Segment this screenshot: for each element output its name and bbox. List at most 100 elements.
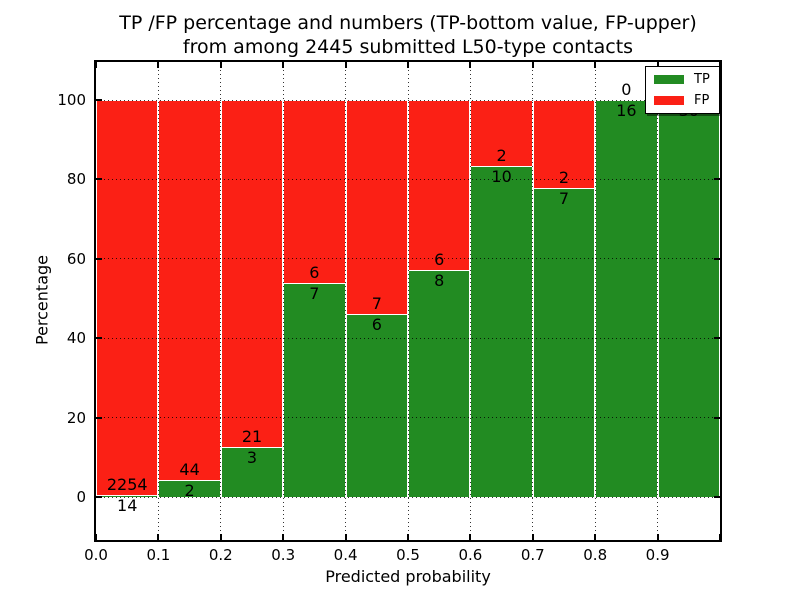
tp-count-label: 10 — [491, 167, 512, 187]
x-tick-label: 0.8 — [583, 546, 608, 564]
chart-title: TP /FP percentage and numbers (TP-bottom… — [48, 11, 768, 59]
gridline-vertical — [157, 62, 159, 540]
gridline-vertical — [469, 62, 471, 540]
y-tick-mark — [96, 257, 102, 260]
bar-column — [220, 100, 284, 497]
x-tick-mark — [531, 534, 534, 540]
bar-column — [657, 100, 720, 497]
gridline-vertical — [657, 62, 659, 540]
x-tick-mark-top — [531, 62, 534, 68]
gridline-horizontal — [96, 99, 720, 101]
bar-column — [470, 100, 533, 497]
x-tick-mark — [95, 534, 97, 540]
x-tick-mark — [344, 534, 347, 540]
tp-count-label: 14 — [117, 495, 138, 515]
x-tick-mark — [594, 534, 597, 540]
x-tick-mark — [656, 534, 659, 540]
tp-count-label: 8 — [434, 271, 445, 291]
x-tick-mark-top — [219, 62, 222, 68]
fp-count-label: 2 — [496, 146, 507, 166]
x-tick-label: 0.2 — [208, 546, 233, 564]
x-tick-mark — [282, 534, 285, 540]
bar-tp-segment — [159, 479, 220, 497]
tp-count-label: 6 — [371, 314, 382, 334]
y-tick-mark — [96, 99, 102, 101]
x-tick-mark-top — [594, 62, 597, 68]
gridline-horizontal — [96, 178, 720, 180]
legend-label-fp: FP — [694, 93, 710, 108]
bar-fp-segment — [471, 100, 532, 167]
x-tick-mark-top — [282, 62, 285, 68]
bar-tp-segment — [346, 313, 407, 497]
y-tick-label: 40 — [66, 329, 86, 348]
y-tick-mark-right — [714, 337, 720, 340]
x-tick-label: 0.0 — [84, 546, 108, 564]
y-tick-label: 80 — [66, 170, 86, 189]
bar-fp-segment — [97, 100, 158, 495]
gridline-horizontal — [96, 258, 720, 260]
y-tick-label: 60 — [66, 249, 86, 268]
x-tick-label: 0.4 — [333, 546, 358, 564]
fp-count-label: 21 — [241, 427, 263, 447]
gridline-horizontal — [96, 417, 720, 419]
x-tick-mark-top — [407, 62, 409, 68]
chart-title-line2: from among 2445 submitted L50-type conta… — [182, 36, 634, 58]
x-tick-mark-top — [719, 62, 721, 68]
bar-column — [345, 100, 408, 497]
x-tick-label: 0.1 — [146, 546, 171, 564]
y-tick-label: 20 — [66, 408, 86, 427]
x-tick-label: 0.5 — [396, 546, 420, 564]
y-tick-mark-right — [714, 178, 720, 181]
y-tick-mark-right — [714, 257, 720, 260]
bar-tp-segment — [658, 100, 719, 497]
legend: TP FP — [645, 66, 720, 114]
x-tick-mark — [157, 534, 160, 540]
gridline-vertical — [220, 62, 222, 540]
y-tick-label: 100 — [57, 91, 86, 109]
bar-tp-segment — [533, 188, 595, 497]
x-tick-mark-top — [469, 62, 472, 68]
fp-count-label: 2254 — [106, 474, 148, 494]
tp-count-label: 7 — [558, 189, 570, 209]
gridline-vertical — [282, 62, 284, 540]
bar-column — [408, 100, 471, 497]
tp-count-label: 3 — [246, 448, 258, 468]
x-axis-label: Predicted probability — [325, 567, 491, 586]
bar-column — [595, 100, 658, 497]
tp-count-label: 2 — [184, 480, 195, 500]
tp-count-label: 16 — [616, 101, 637, 120]
legend-item-tp: TP — [654, 73, 710, 86]
fp-count-label: 0 — [621, 80, 632, 99]
x-tick-label: 0.3 — [271, 546, 296, 564]
x-tick-label: 0.9 — [645, 546, 670, 564]
bar-tp-segment — [471, 166, 532, 497]
bar-fp-segment — [284, 100, 345, 284]
x-tick-mark-top — [95, 62, 97, 68]
bar-fp-segment — [159, 100, 220, 480]
x-tick-label: 0.6 — [458, 546, 483, 564]
fp-count-label: 44 — [179, 459, 200, 479]
gridline-vertical — [345, 62, 347, 540]
fp-count-label: 6 — [434, 250, 445, 270]
legend-swatch-fp-icon — [654, 96, 684, 105]
y-tick-mark-right — [714, 416, 720, 419]
x-tick-mark — [719, 534, 721, 540]
fp-count-label: 7 — [371, 293, 382, 313]
plot-area: 22541444221367766821027016030 TP FP — [94, 60, 722, 542]
legend-swatch-tp-icon — [654, 75, 684, 84]
y-tick-mark — [96, 178, 102, 181]
fp-count-label: 6 — [309, 263, 320, 283]
x-tick-mark — [219, 534, 222, 540]
x-tick-mark-top — [344, 62, 347, 68]
fp-count-label: 2 — [558, 168, 570, 188]
y-tick-mark — [96, 337, 102, 340]
x-tick-mark-top — [157, 62, 160, 68]
gridline-vertical — [407, 62, 409, 540]
x-tick-label: 0.7 — [520, 546, 545, 564]
bar-fp-segment — [346, 100, 407, 314]
legend-item-fp: FP — [654, 94, 710, 107]
bar-tp-segment — [284, 283, 345, 497]
bar-column — [96, 100, 159, 497]
y-tick-mark — [96, 496, 102, 498]
bar-tp-segment — [409, 270, 470, 497]
